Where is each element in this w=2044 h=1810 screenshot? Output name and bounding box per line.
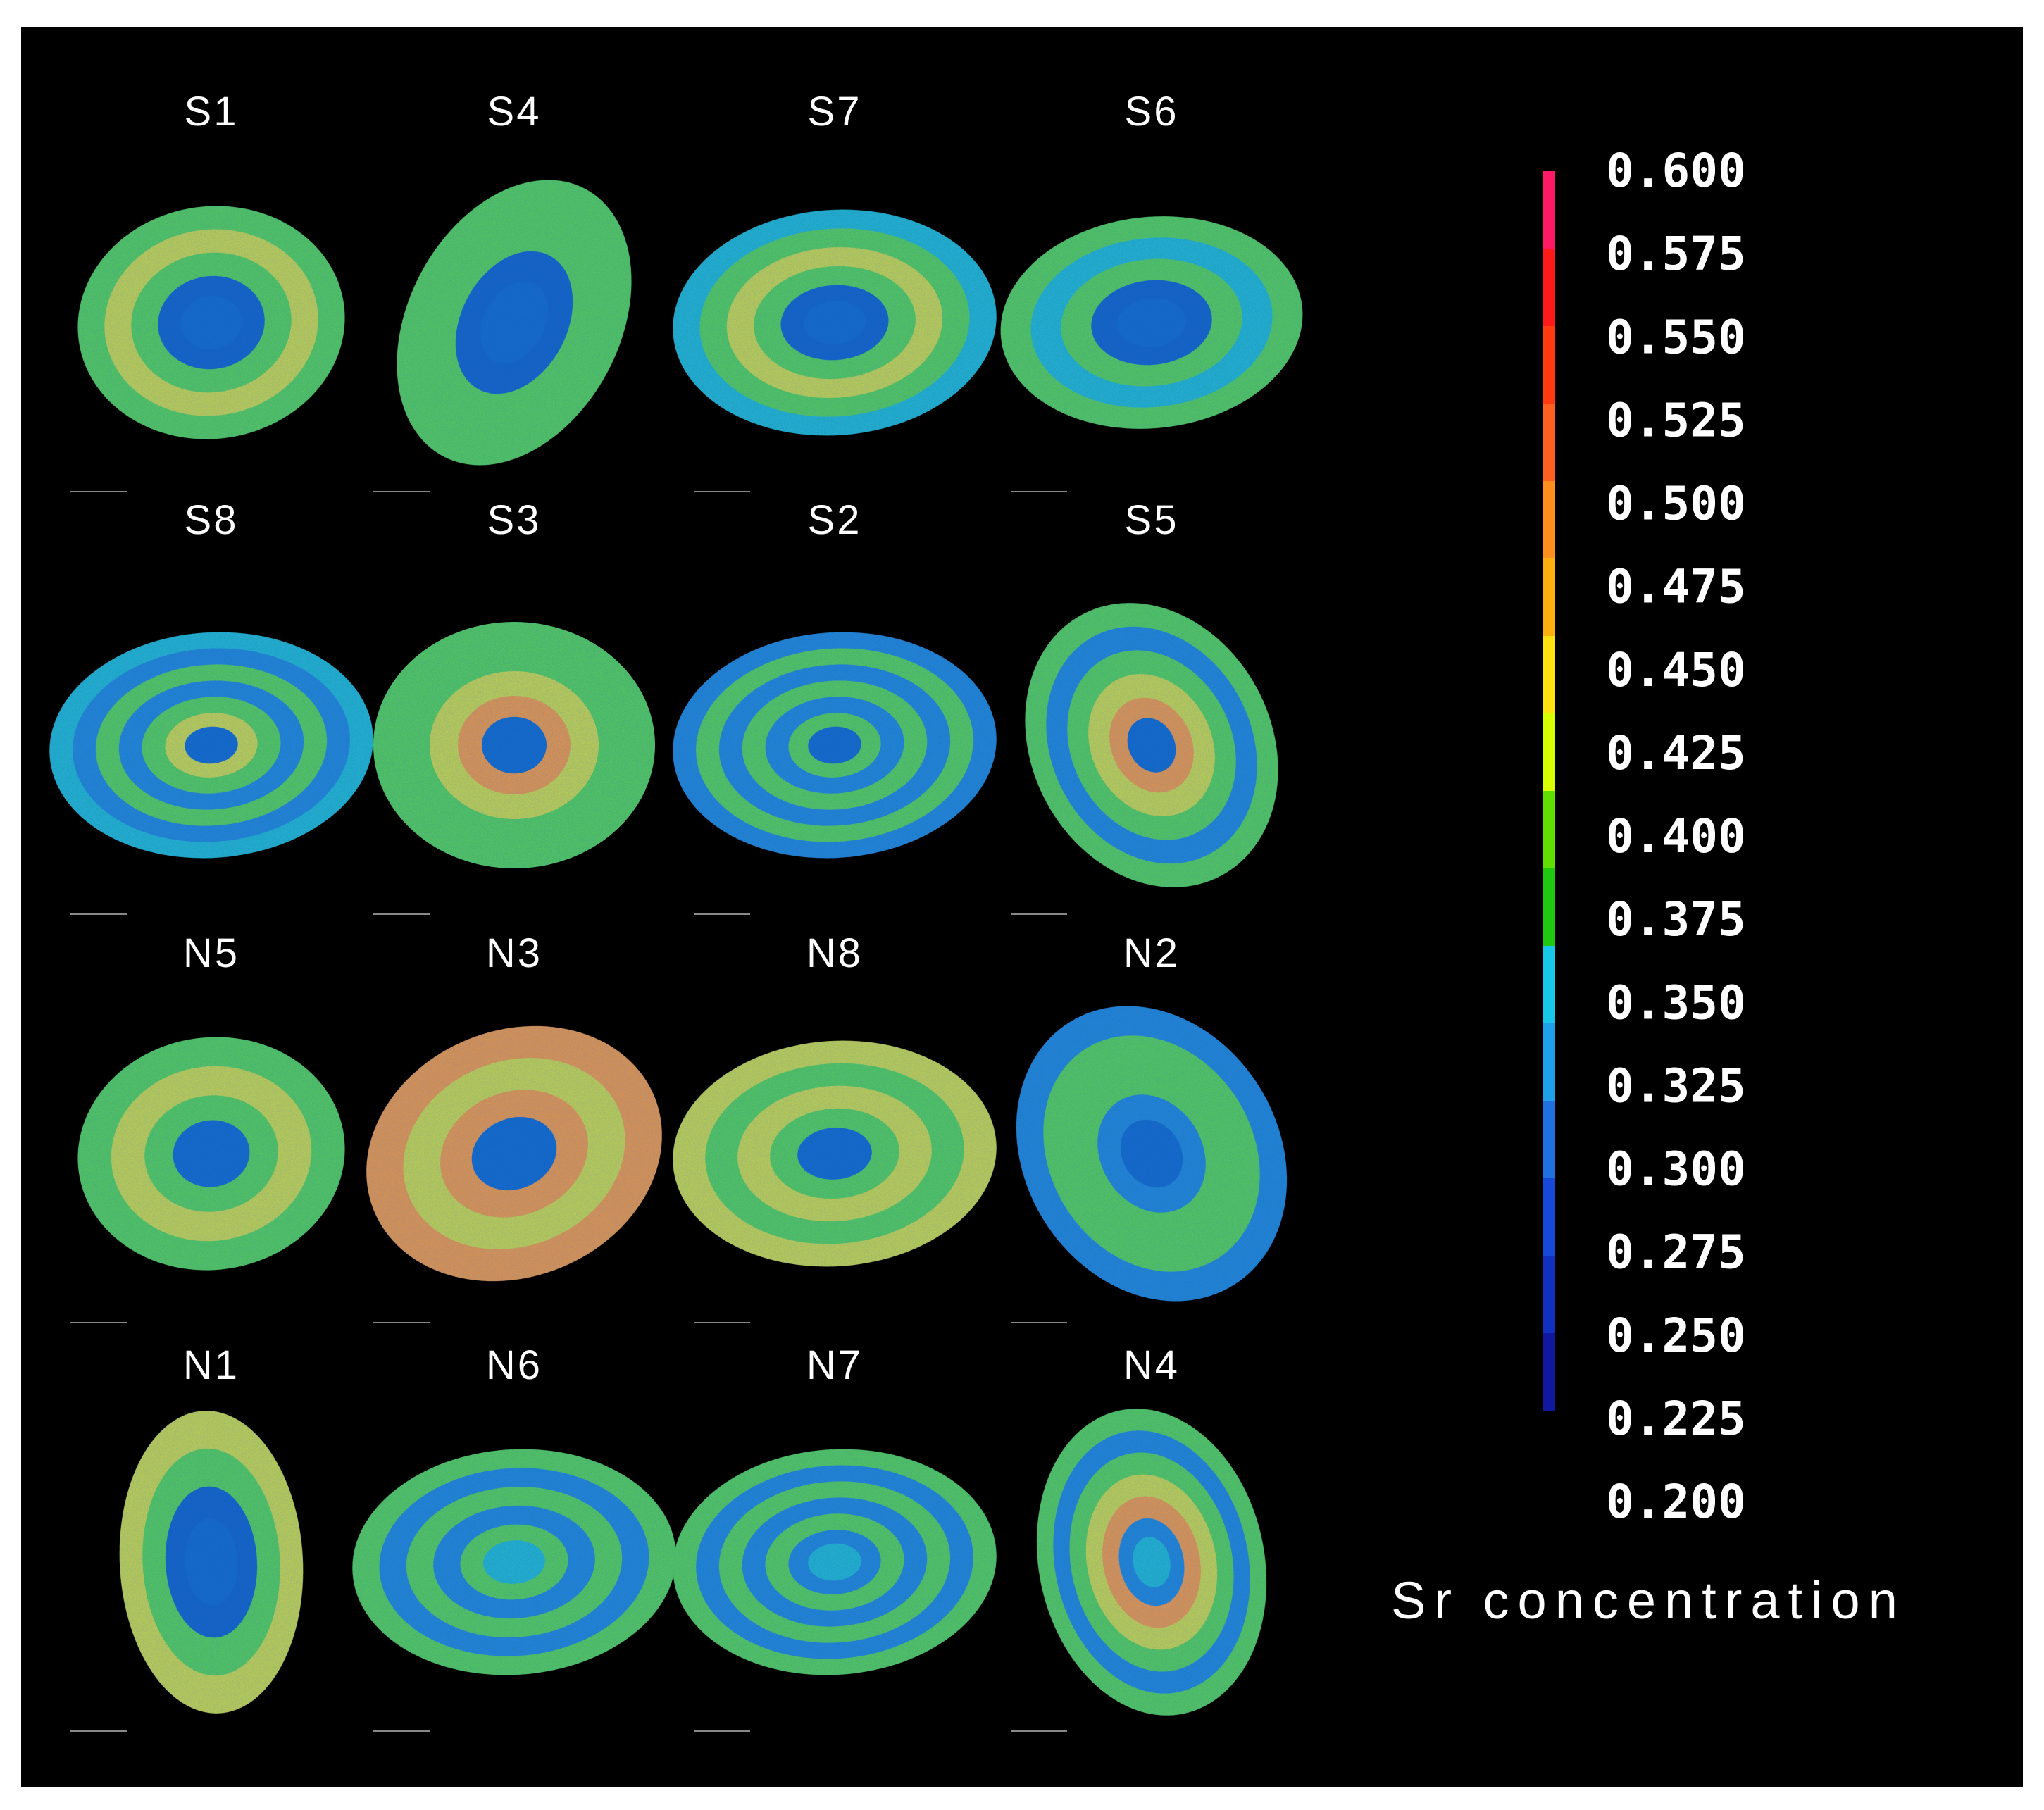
sample-label: N2	[1123, 930, 1180, 976]
colorbar-segment	[1543, 249, 1555, 327]
colorbar-segment	[1543, 326, 1555, 404]
colorbar-tick-label: 0.375	[1606, 892, 1746, 947]
otolith-image	[397, 180, 632, 466]
otolith-core	[1127, 718, 1176, 773]
otolith-core	[482, 1540, 546, 1584]
otolith-core	[185, 1518, 238, 1606]
colorbar-segment	[1543, 791, 1555, 869]
otolith-core	[803, 301, 866, 344]
colorbar-tick-label: 0.225	[1606, 1392, 1746, 1446]
colorbar-tick-label: 0.500	[1606, 477, 1746, 531]
otolith-image	[673, 209, 997, 436]
otolith-core	[471, 1116, 557, 1191]
otolith-image	[352, 1449, 676, 1675]
sample-label: N6	[486, 1342, 542, 1388]
otolith-image	[1036, 1409, 1267, 1716]
otolith-core	[1120, 1119, 1183, 1188]
colorbar-tick-label: 0.325	[1606, 1059, 1746, 1113]
otolith-image	[1016, 1006, 1288, 1302]
colorbar-tick-label: 0.600	[1606, 144, 1746, 198]
sample-label: N1	[183, 1342, 239, 1388]
colorbar-segment	[1543, 1023, 1555, 1101]
sample-label: S7	[808, 89, 862, 135]
colorbar-title: Sr concentration	[1391, 1571, 1906, 1630]
otolith-image	[673, 632, 997, 859]
otolith-image	[77, 206, 345, 439]
colorbar-tick-label: 0.575	[1606, 227, 1746, 281]
sample-label: S6	[1125, 89, 1179, 135]
otolith-image	[119, 1411, 304, 1714]
otolith-core	[1133, 1537, 1171, 1587]
otolith-core	[482, 716, 547, 774]
colorbar-segment	[1543, 558, 1555, 637]
otolith-image	[1000, 216, 1303, 429]
sample-label: N8	[806, 930, 863, 976]
otolith-image	[673, 1449, 997, 1675]
otolith-core	[808, 1543, 861, 1581]
colorbar-tick-label: 0.350	[1606, 975, 1746, 1030]
colorbar-tick-label: 0.425	[1606, 726, 1746, 780]
colorbar-segment	[1543, 171, 1555, 249]
colorbar-segment	[1543, 404, 1555, 482]
colorbar-tick-label: 0.200	[1606, 1475, 1746, 1529]
otolith-image	[366, 1025, 662, 1282]
otolith-image	[77, 1037, 345, 1271]
otolith-image	[673, 1040, 997, 1267]
otolith-image	[1025, 603, 1278, 887]
colorbar-segment	[1543, 1333, 1555, 1411]
otolith-core	[808, 726, 861, 764]
otolith-core	[797, 1128, 872, 1180]
otolith-image	[373, 622, 655, 868]
colorbar-segment	[1543, 636, 1555, 714]
colorbar-segment	[1543, 1101, 1555, 1179]
colorbar-segment	[1543, 1178, 1555, 1256]
colorbar-segment	[1543, 1256, 1555, 1334]
sample-map-canvas: S1 S4 S7 S6 S8 S3 S2 S5 N5 N3 N8 N2 N1 N6 N7 N4 0.600 0.5…	[49, 89, 1906, 1732]
sample-label: S3	[487, 497, 542, 543]
colorbar-tick-label: 0.250	[1606, 1309, 1746, 1363]
colorbar-tick-label: 0.400	[1606, 809, 1746, 863]
colorbar-segment	[1543, 713, 1555, 792]
colorbar-tick-label: 0.525	[1606, 393, 1746, 447]
colorbar-segment	[1543, 946, 1555, 1024]
sample-label: S1	[185, 89, 239, 135]
otolith-core	[173, 1120, 250, 1187]
colorbar-segment	[1543, 868, 1555, 947]
sample-label: S4	[487, 89, 542, 135]
otolith-image	[49, 632, 373, 859]
sample-label: N7	[806, 1342, 863, 1388]
colorbar-tick-label: 0.300	[1606, 1142, 1746, 1197]
colorbar-tick-label: 0.550	[1606, 310, 1746, 364]
colorbar-tick-label: 0.275	[1606, 1225, 1746, 1280]
figure-panel: S1 S4 S7 S6 S8 S3 S2 S5 N5 N3 N8 N2 N1 N6 N7 N4 0.600 0.5…	[21, 27, 2023, 1787]
colorbar-segment	[1543, 481, 1555, 559]
sample-label: N4	[1123, 1342, 1180, 1388]
sample-label: S5	[1125, 497, 1179, 543]
otolith-core	[1116, 298, 1187, 347]
sample-label: N3	[486, 930, 542, 976]
sample-label: N5	[183, 930, 239, 976]
sample-label: S2	[808, 497, 862, 543]
sample-label: S8	[185, 497, 239, 543]
otolith-core	[185, 726, 238, 764]
otolith-core	[180, 295, 242, 350]
colorbar-tick-label: 0.450	[1606, 643, 1746, 697]
otolith-core	[480, 281, 548, 364]
colorbar-tick-label: 0.475	[1606, 560, 1746, 614]
